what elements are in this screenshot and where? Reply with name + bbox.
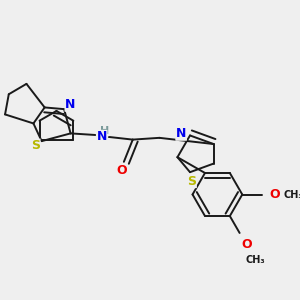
Text: N: N [65, 98, 76, 111]
Text: H: H [100, 126, 109, 136]
Text: O: O [241, 238, 252, 251]
Text: O: O [270, 188, 280, 201]
Text: S: S [31, 139, 40, 152]
Text: N: N [97, 130, 107, 143]
Text: CH₃: CH₃ [283, 190, 300, 200]
Text: CH₃: CH₃ [245, 255, 265, 265]
Text: N: N [176, 127, 186, 140]
Text: O: O [116, 164, 127, 177]
Text: S: S [187, 175, 196, 188]
